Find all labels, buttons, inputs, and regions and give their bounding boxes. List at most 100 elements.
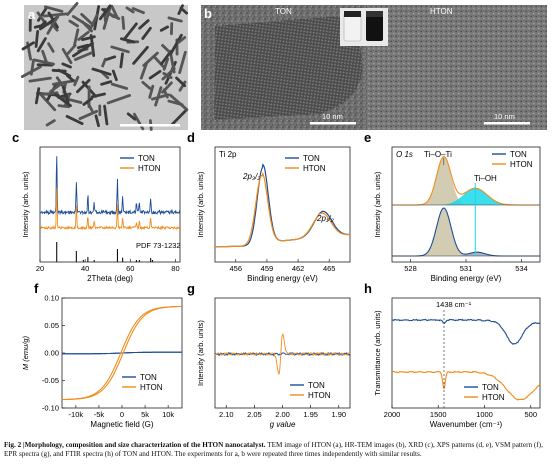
- y-axis-label: Intensity (arb. units): [196, 171, 205, 237]
- x-tick-label: 60: [126, 264, 134, 273]
- x-tick-label: -10k: [69, 410, 84, 419]
- figure-caption: Fig. 2 |Morphology, composition and size…: [4, 441, 552, 459]
- legend-label: TON: [510, 150, 527, 159]
- y-tick-label: 0.10: [44, 294, 59, 303]
- x-axis-label: Binding energy (eV): [431, 274, 502, 283]
- x-tick-label: -5k: [94, 410, 105, 419]
- x-tick-label: 1000: [476, 410, 493, 419]
- legend-label: HTON: [308, 391, 331, 400]
- panel-b: b TON HTON 10 nm 10 nm: [201, 5, 547, 130]
- panel-g-epr: g2.10 2.05 2.00 1.95 1.90g valueIntensity (a…: [187, 281, 350, 429]
- x-tick-label: 459: [261, 264, 274, 273]
- x-tick-label: 0: [120, 410, 124, 419]
- x-tick-label: 1500: [430, 410, 447, 419]
- x-tick-label: 2.00: [275, 410, 290, 419]
- x-axis-label: Magnetic field (G): [90, 420, 153, 429]
- panel-label: d: [187, 130, 195, 145]
- scale-label-b-right: 10 nm: [494, 112, 515, 121]
- panel-label-a: a: [28, 7, 36, 22]
- legend-label: HTON: [303, 164, 326, 173]
- label-hton-image: HTON: [430, 7, 453, 16]
- vsm-loop-return-ton: [62, 352, 182, 354]
- xps-o1s-ton: [392, 208, 540, 256]
- y-tick-label: -0.05: [42, 376, 59, 385]
- y-axis-label: Intensity (arb. units): [21, 171, 30, 237]
- legend-label: HTON: [138, 164, 161, 173]
- x-tick-label: 465: [323, 264, 336, 273]
- legend-label: HTON: [510, 160, 533, 169]
- fit-ti-o-ti-ton: [392, 208, 540, 256]
- panel-label: f: [34, 281, 39, 296]
- vial-ton: [344, 13, 361, 41]
- y-axis-label: Transmittance (arb. units): [373, 310, 382, 396]
- annotation-ti-oh: Ti–OH: [474, 174, 497, 183]
- figure-canvas: a b TON HTON 10 nm 10 nm c 20 40 60 80 2Theta…: [0, 0, 554, 440]
- scale-bar-b-left: [310, 122, 356, 125]
- panel-d-xps-ti2p: d 456 459 462 465 Binding energy (eV) Intensit…: [187, 130, 350, 283]
- panel-title: O 1s: [396, 150, 413, 159]
- xps-ti2p-ton: [215, 165, 350, 247]
- annotation-ti-o-ti: Ti–O–Ti: [424, 150, 452, 159]
- legend-label: HTON: [140, 383, 163, 392]
- y-axis-label: Intensity (arb. units): [373, 171, 382, 237]
- x-tick-label: 1.90: [331, 410, 346, 419]
- scale-bar-a: [120, 124, 180, 127]
- panel-label-b: b: [204, 6, 212, 21]
- scale-bar-b-right: [484, 122, 530, 125]
- scale-label-b-left: 10 nm: [322, 112, 343, 121]
- vial-hton-cap: [366, 11, 383, 17]
- ftir-curve-ton: [392, 319, 540, 344]
- annotation-2p32: 2p₃/₂: [242, 172, 260, 181]
- y-tick-label: 0.05: [44, 321, 59, 330]
- x-tick-label: 2000: [384, 410, 401, 419]
- hrtem-image-hton: [367, 5, 547, 130]
- panel-a: a: [20, 2, 189, 132]
- nanorod: [98, 104, 101, 116]
- caption-title: Morphology, composition and size charact…: [25, 441, 266, 449]
- x-tick-label: 1.95: [303, 410, 318, 419]
- plot-frame: [392, 298, 540, 408]
- annotation-1438: 1438 cm⁻¹: [436, 300, 472, 309]
- xps-ti2p-hton: [215, 174, 350, 247]
- y-axis-label: M (emu/g): [21, 335, 30, 370]
- x-tick-label: 462: [292, 264, 305, 273]
- x-axis-label: Wavenumber (cm⁻¹): [430, 420, 503, 429]
- x-tick-label: 456: [230, 264, 243, 273]
- panel-f-vsm: f -10k -5k 0 5k 10k Magnetic field (G) M (emu/g…: [21, 281, 182, 429]
- reference-label: PDF 73-1232: [136, 241, 181, 250]
- y-tick-label: -0.10: [42, 404, 59, 413]
- plot-frame: [215, 147, 350, 262]
- x-tick-label: 5k: [141, 410, 149, 419]
- panel-c-xrd: c20 40 60 802Theta (deg)Intensity (arb. uni…: [12, 130, 181, 283]
- xrd-curve-hton: [40, 188, 180, 229]
- panel-e-xps-o1s: e 528 531 534 Binding energy (eV) Intensity (…: [364, 130, 540, 283]
- panel-label: e: [364, 130, 371, 145]
- x-tick-label: 2.10: [219, 410, 234, 419]
- legend-label: TON: [303, 154, 320, 163]
- legend-label: HTON: [482, 393, 505, 402]
- legend-label: TON: [482, 383, 499, 392]
- vial-hton: [366, 13, 383, 41]
- vial-ton-cap: [344, 11, 361, 17]
- x-tick-label: 534: [515, 264, 528, 273]
- x-tick-label: 531: [460, 264, 473, 273]
- y-axis-label: Intensity (arb. units): [196, 320, 205, 386]
- x-axis-label: g value: [270, 420, 296, 429]
- y-tick-label: 0.00: [44, 349, 59, 358]
- caption-prefix: Fig. 2 |: [4, 441, 25, 449]
- label-ton-image: TON: [275, 7, 292, 16]
- x-tick-label: 20: [36, 264, 44, 273]
- x-tick-label: 528: [404, 264, 417, 273]
- x-axis-label: Binding energy (eV): [247, 274, 318, 283]
- panel-label: g: [187, 281, 195, 296]
- x-tick-label: 80: [171, 264, 179, 273]
- panel-label: c: [12, 130, 19, 145]
- annotation-2p12: 2p₁/₂: [316, 214, 334, 223]
- x-tick-label: 500: [524, 410, 537, 419]
- nanorod: [170, 22, 173, 35]
- x-tick-label: 10k: [162, 410, 174, 419]
- x-axis-label: 2Theta (deg): [87, 274, 133, 283]
- legend-label: TON: [140, 373, 157, 382]
- fit-ti-oh-hton: [392, 188, 540, 205]
- ftir-curve-hton: [392, 371, 540, 400]
